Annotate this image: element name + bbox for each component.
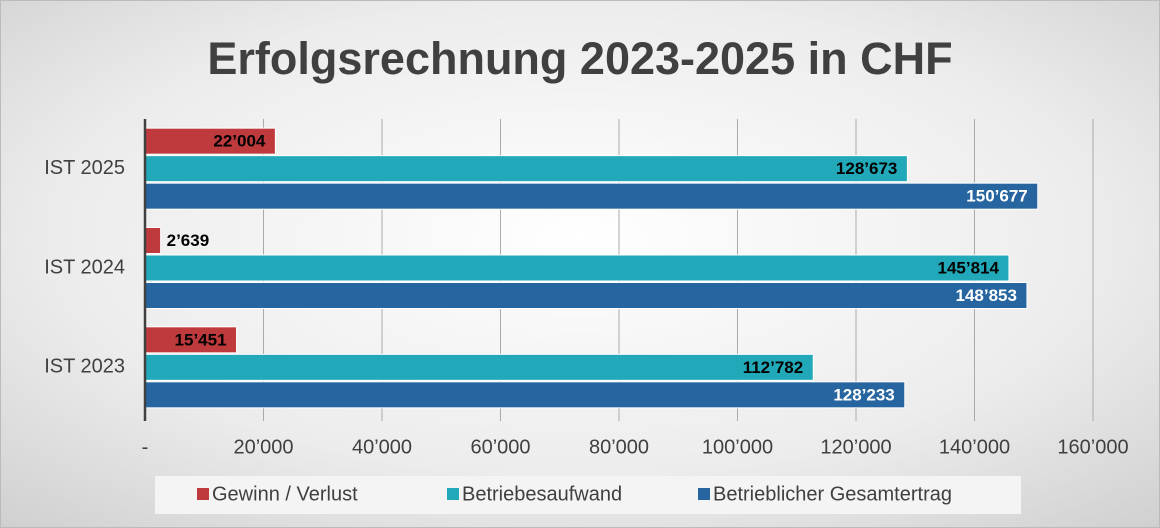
- value-label: 128’233: [833, 385, 894, 404]
- x-tick-label: 40’000: [352, 436, 412, 458]
- y-tick-label: IST 2025: [44, 157, 125, 179]
- x-tick-label: 60’000: [470, 436, 530, 458]
- value-label: 2’639: [167, 231, 210, 250]
- legend-box: [155, 476, 1021, 514]
- value-label: 148’853: [956, 286, 1017, 305]
- bar: [144, 353, 814, 381]
- x-tick-label: 140’000: [939, 436, 1010, 458]
- legend-swatch: [447, 488, 459, 500]
- legend-swatch: [197, 488, 209, 500]
- x-tick-label: 120’000: [820, 436, 891, 458]
- legend-label: Betriebesaufwand: [462, 483, 622, 505]
- value-label: 128’673: [836, 159, 897, 178]
- bar: [144, 182, 1039, 210]
- legend-label: Betrieblicher Gesamtertrag: [713, 483, 952, 505]
- value-label: 22’004: [213, 132, 266, 151]
- legend-label: Gewinn / Verlust: [212, 483, 358, 505]
- bar: [144, 254, 1010, 282]
- value-label: 112’782: [743, 358, 804, 377]
- value-label: 150’677: [966, 187, 1027, 206]
- y-tick-label: IST 2024: [44, 256, 125, 278]
- x-tick-label: -: [142, 436, 149, 458]
- value-label: 15’451: [175, 330, 227, 349]
- bar: [144, 155, 908, 183]
- bar: [144, 381, 906, 409]
- x-tick-label: 100’000: [702, 436, 773, 458]
- x-tick-label: 160’000: [1057, 436, 1128, 458]
- bar: [144, 227, 162, 254]
- bar: [144, 282, 1028, 309]
- chart-title: Erfolgsrechnung 2023-2025 in CHF: [207, 33, 952, 84]
- bar: [144, 326, 238, 354]
- x-tick-label: 80’000: [589, 436, 649, 458]
- legend-swatch: [698, 488, 710, 500]
- value-label: 145’814: [937, 258, 999, 277]
- x-tick-label: 20’000: [233, 436, 293, 458]
- y-tick-label: IST 2023: [44, 356, 125, 378]
